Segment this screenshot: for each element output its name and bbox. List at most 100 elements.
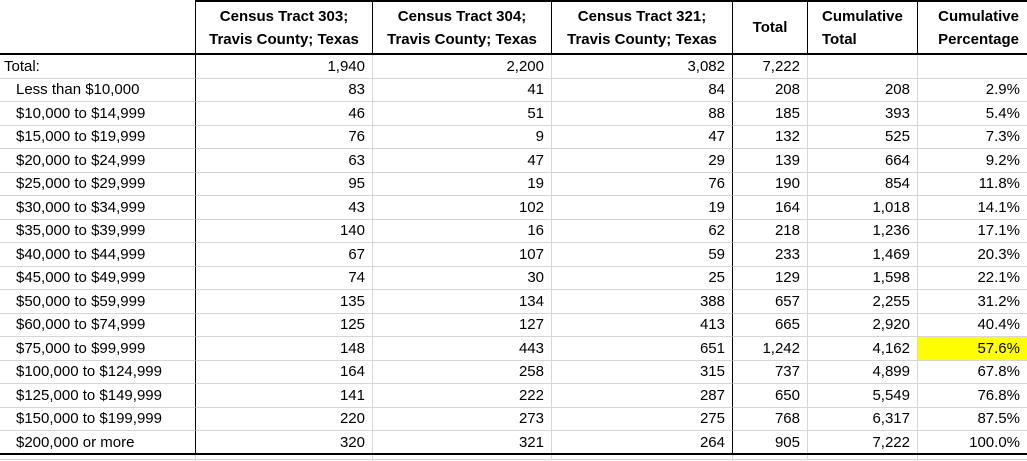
cell-cumulative_percentage[interactable]: 11.8% bbox=[918, 172, 1027, 196]
cell-cumulative_percentage[interactable]: 40.4% bbox=[918, 313, 1027, 337]
cell-total[interactable]: 139 bbox=[733, 149, 808, 173]
cell-cumulative_total[interactable]: 2,255 bbox=[808, 290, 918, 314]
cell-cumulative_percentage[interactable]: 57.6% bbox=[918, 337, 1027, 361]
cell-cumulative_total[interactable]: 393 bbox=[808, 102, 918, 126]
cell-tract303[interactable]: 46 bbox=[196, 102, 373, 126]
cell-tract303[interactable]: 220 bbox=[196, 407, 373, 431]
cell-tract321[interactable]: 287 bbox=[552, 384, 733, 408]
row-label[interactable]: $200,000 or more bbox=[0, 431, 196, 455]
cell-cumulative_total[interactable]: 6,317 bbox=[808, 407, 918, 431]
row-label[interactable]: $30,000 to $34,999 bbox=[0, 196, 196, 220]
cell-cumulative_percentage[interactable]: 7.3% bbox=[918, 125, 1027, 149]
cell-tract303[interactable]: 320 bbox=[196, 431, 373, 455]
cell-tract304[interactable]: 47 bbox=[373, 149, 552, 173]
column-header-tract303[interactable]: Census Tract 303; Travis County; Texas bbox=[196, 0, 373, 55]
cell-cumulative_percentage[interactable]: 67.8% bbox=[918, 360, 1027, 384]
cell-tract321[interactable]: 275 bbox=[552, 407, 733, 431]
row-label[interactable]: Less than $10,000 bbox=[0, 78, 196, 102]
row-label[interactable]: $125,000 to $149,999 bbox=[0, 384, 196, 408]
cell-cumulative_percentage[interactable]: 22.1% bbox=[918, 266, 1027, 290]
cell-cumulative_total[interactable]: 1,236 bbox=[808, 219, 918, 243]
cell-tract303[interactable]: 1,940 bbox=[196, 55, 373, 79]
cell-cumulative_total[interactable]: 7,222 bbox=[808, 431, 918, 455]
cell-tract321[interactable]: 88 bbox=[552, 102, 733, 126]
cell-tract321[interactable]: 19 bbox=[552, 196, 733, 220]
cell-tract304[interactable]: 102 bbox=[373, 196, 552, 220]
cell-tract303[interactable]: 74 bbox=[196, 266, 373, 290]
cell-tract303[interactable]: 67 bbox=[196, 243, 373, 267]
cell-tract321[interactable]: 651 bbox=[552, 337, 733, 361]
cell-tract321[interactable]: 3,082 bbox=[552, 55, 733, 79]
cell-tract304[interactable]: 134 bbox=[373, 290, 552, 314]
row-label[interactable]: $150,000 to $199,999 bbox=[0, 407, 196, 431]
cell-cumulative_percentage[interactable]: 76.8% bbox=[918, 384, 1027, 408]
cell-cumulative_percentage[interactable]: 20.3% bbox=[918, 243, 1027, 267]
column-header-cumulative_total[interactable]: Cumulative Total bbox=[808, 0, 918, 55]
cell-cumulative_total[interactable]: 4,899 bbox=[808, 360, 918, 384]
cell-tract321[interactable]: 29 bbox=[552, 149, 733, 173]
cell-total[interactable]: 233 bbox=[733, 243, 808, 267]
cell-cumulative_total[interactable] bbox=[808, 55, 918, 79]
cell-tract303[interactable]: 135 bbox=[196, 290, 373, 314]
cell-total[interactable]: 132 bbox=[733, 125, 808, 149]
cell-total[interactable]: 7,222 bbox=[733, 55, 808, 79]
cell-cumulative_total[interactable]: 854 bbox=[808, 172, 918, 196]
cell-cumulative_total[interactable]: 208 bbox=[808, 78, 918, 102]
row-label[interactable]: $15,000 to $19,999 bbox=[0, 125, 196, 149]
cell-tract303[interactable]: 125 bbox=[196, 313, 373, 337]
cell-total[interactable]: 1,242 bbox=[733, 337, 808, 361]
cell-cumulative_total[interactable]: 1,469 bbox=[808, 243, 918, 267]
cell-tract304[interactable]: 127 bbox=[373, 313, 552, 337]
cell-total[interactable]: 657 bbox=[733, 290, 808, 314]
cell-tract304[interactable]: 9 bbox=[373, 125, 552, 149]
row-label[interactable]: $40,000 to $44,999 bbox=[0, 243, 196, 267]
cell-total[interactable]: 768 bbox=[733, 407, 808, 431]
row-label[interactable]: $60,000 to $74,999 bbox=[0, 313, 196, 337]
row-label[interactable]: $20,000 to $24,999 bbox=[0, 149, 196, 173]
cell-tract321[interactable]: 62 bbox=[552, 219, 733, 243]
cell-total[interactable]: 208 bbox=[733, 78, 808, 102]
cell-total[interactable]: 129 bbox=[733, 266, 808, 290]
cell-cumulative_total[interactable]: 5,549 bbox=[808, 384, 918, 408]
row-label[interactable]: $45,000 to $49,999 bbox=[0, 266, 196, 290]
cell-total[interactable]: 218 bbox=[733, 219, 808, 243]
cell-tract304[interactable]: 321 bbox=[373, 431, 552, 455]
cell-tract321[interactable]: 388 bbox=[552, 290, 733, 314]
cell-tract303[interactable]: 83 bbox=[196, 78, 373, 102]
cell-total[interactable]: 905 bbox=[733, 431, 808, 455]
cell-cumulative_total[interactable]: 4,162 bbox=[808, 337, 918, 361]
cell-tract304[interactable]: 2,200 bbox=[373, 55, 552, 79]
cell-tract321[interactable]: 59 bbox=[552, 243, 733, 267]
cell-tract303[interactable]: 148 bbox=[196, 337, 373, 361]
row-label[interactable]: $25,000 to $29,999 bbox=[0, 172, 196, 196]
column-header-cumulative_percentage[interactable]: Cumulative Percentage bbox=[918, 0, 1027, 55]
cell-cumulative_percentage[interactable]: 2.9% bbox=[918, 78, 1027, 102]
cell-cumulative_total[interactable]: 2,920 bbox=[808, 313, 918, 337]
row-label[interactable]: Total: bbox=[0, 55, 196, 79]
cell-tract304[interactable]: 273 bbox=[373, 407, 552, 431]
cell-cumulative_percentage[interactable]: 5.4% bbox=[918, 102, 1027, 126]
cell-cumulative_percentage[interactable]: 87.5% bbox=[918, 407, 1027, 431]
cell-cumulative_percentage[interactable]: 17.1% bbox=[918, 219, 1027, 243]
cell-tract321[interactable]: 264 bbox=[552, 431, 733, 455]
cell-tract321[interactable]: 76 bbox=[552, 172, 733, 196]
row-label[interactable]: $100,000 to $124,999 bbox=[0, 360, 196, 384]
row-label[interactable]: $35,000 to $39,999 bbox=[0, 219, 196, 243]
cell-tract303[interactable]: 43 bbox=[196, 196, 373, 220]
cell-tract303[interactable]: 76 bbox=[196, 125, 373, 149]
column-header-tract304[interactable]: Census Tract 304; Travis County; Texas bbox=[373, 0, 552, 55]
cell-tract304[interactable]: 222 bbox=[373, 384, 552, 408]
row-label[interactable]: $75,000 to $99,999 bbox=[0, 337, 196, 361]
cell-tract303[interactable]: 140 bbox=[196, 219, 373, 243]
cell-tract303[interactable]: 63 bbox=[196, 149, 373, 173]
cell-cumulative_total[interactable]: 664 bbox=[808, 149, 918, 173]
cell-total[interactable]: 650 bbox=[733, 384, 808, 408]
cell-cumulative_total[interactable]: 1,598 bbox=[808, 266, 918, 290]
cell-tract303[interactable]: 95 bbox=[196, 172, 373, 196]
cell-tract304[interactable]: 19 bbox=[373, 172, 552, 196]
column-header-tract321[interactable]: Census Tract 321; Travis County; Texas bbox=[552, 0, 733, 55]
cell-tract321[interactable]: 315 bbox=[552, 360, 733, 384]
cell-tract321[interactable]: 47 bbox=[552, 125, 733, 149]
column-header-blank[interactable] bbox=[0, 0, 196, 55]
cell-tract304[interactable]: 51 bbox=[373, 102, 552, 126]
